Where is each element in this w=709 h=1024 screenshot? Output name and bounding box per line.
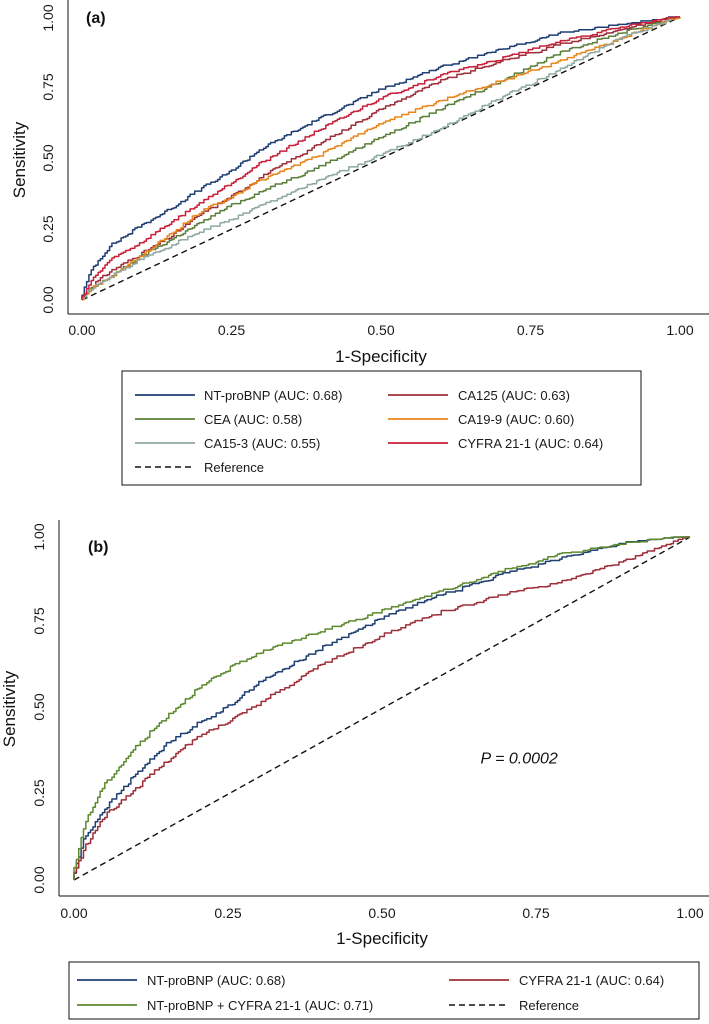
- panel-a-ytick: 1.00: [40, 4, 56, 31]
- roc-curve-nt-probnp-cyfra-21-1: [73, 536, 690, 880]
- panel-a: 0.00 0.25 0.50 0.75 1.00 0.00 0.25 0.50 …: [10, 0, 709, 486]
- panel-a-xtick: 0.50: [367, 322, 394, 338]
- panel-b-ticks: 0.00 0.25 0.50 0.75 1.00 0.00 0.25 0.50 …: [31, 523, 704, 921]
- panel-a-ytick: 0.75: [40, 73, 56, 100]
- roc-curve-nt-probnp: [81, 16, 680, 300]
- panel-a-ytick: 0.00: [40, 286, 56, 313]
- panel-a-xtick: 1.00: [666, 322, 693, 338]
- panel-a-xtick: 0.75: [517, 322, 544, 338]
- panel-b-xtick: 1.00: [676, 905, 703, 921]
- legend-label-cea: CEA (AUC: 0.58): [204, 412, 302, 427]
- legend-label-combo: NT-proBNP + CYFRA 21-1 (AUC: 0.71): [147, 998, 373, 1013]
- panel-b-xtick: 0.75: [522, 905, 549, 921]
- panel-a-xtick: 0.00: [68, 322, 95, 338]
- roc-curve-reference: [73, 536, 691, 881]
- legend-label-cyfra: CYFRA 21-1 (AUC: 0.64): [519, 973, 664, 988]
- panel-b-label: (b): [88, 539, 108, 556]
- panel-b-legend: NT-proBNP (AUC: 0.68) CYFRA 21-1 (AUC: 0…: [68, 961, 700, 1020]
- legend-label-ntprobnp: NT-proBNP (AUC: 0.68): [147, 973, 285, 988]
- panel-a-curves: [81, 16, 681, 301]
- panel-b-xlabel: 1-Specificity: [336, 929, 428, 948]
- panel-b-ytick: 0.00: [31, 866, 47, 893]
- panel-a-ylabel: Sensitivity: [10, 121, 29, 198]
- panel-a-legend: NT-proBNP (AUC: 0.68) CA125 (AUC: 0.63) …: [121, 370, 642, 486]
- legend-label-reference: Reference: [519, 998, 579, 1013]
- panel-b-ytick: 1.00: [31, 523, 47, 550]
- legend-label-ntprobnp: NT-proBNP (AUC: 0.68): [204, 388, 342, 403]
- panel-a-legend-box: [121, 370, 642, 486]
- legend-label-ca125: CA125 (AUC: 0.63): [458, 388, 570, 403]
- panel-b-xtick: 0.00: [60, 905, 87, 921]
- panel-b-ytick: 0.25: [31, 779, 47, 806]
- panel-a-plot-frame: [68, 0, 709, 314]
- panel-a-ticks: 0.00 0.25 0.50 0.75 1.00 0.00 0.25 0.50 …: [40, 4, 694, 338]
- panel-b-ytick: 0.50: [31, 693, 47, 720]
- legend-label-cyfra: CYFRA 21-1 (AUC: 0.64): [458, 436, 603, 451]
- panel-b-curves: [73, 536, 691, 881]
- legend-label-reference: Reference: [204, 460, 264, 475]
- panel-b-xtick: 0.50: [368, 905, 395, 921]
- roc-curve-ca15-3: [81, 16, 680, 300]
- panel-b-legend-box: [68, 961, 700, 1020]
- panel-a-ytick: 0.50: [40, 144, 56, 171]
- panel-b-ytick: 0.75: [31, 607, 47, 634]
- p-value-annotation: P = 0.0002: [481, 750, 558, 767]
- panel-b-xtick: 0.25: [214, 905, 241, 921]
- panel-a-ytick: 0.25: [40, 215, 56, 242]
- roc-curve-cyfra-21-1: [73, 536, 690, 880]
- panel-b: 0.00 0.25 0.50 0.75 1.00 0.00 0.25 0.50 …: [0, 520, 709, 1020]
- roc-curve-nt-probnp: [73, 536, 690, 880]
- roc-curve-ca125: [81, 16, 680, 300]
- roc-curve-cea: [81, 16, 680, 300]
- legend-label-ca153: CA15-3 (AUC: 0.55): [204, 436, 320, 451]
- panel-a-label: (a): [86, 10, 106, 27]
- panel-a-xtick: 0.25: [218, 322, 245, 338]
- legend-label-ca199: CA19-9 (AUC: 0.60): [458, 412, 574, 427]
- panel-b-ylabel: Sensitivity: [0, 670, 19, 747]
- panel-a-xlabel: 1-Specificity: [335, 347, 427, 366]
- roc-curve-cyfra-21-1: [81, 16, 680, 300]
- roc-curve-reference: [81, 16, 681, 301]
- roc-curve-ca19-9: [81, 17, 681, 301]
